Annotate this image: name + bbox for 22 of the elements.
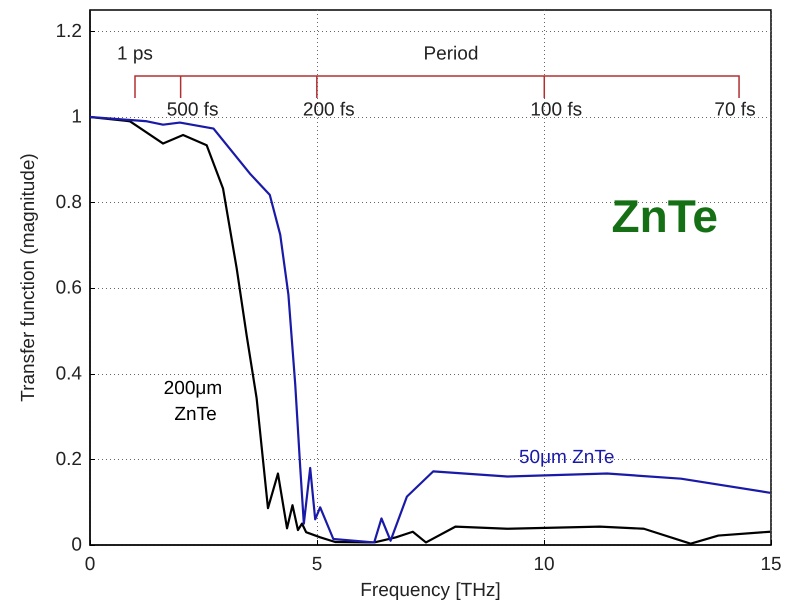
y-tick-label: 0.4 — [56, 363, 82, 384]
y-tick-label: 0.2 — [56, 448, 82, 470]
text: ZnTe — [612, 190, 718, 242]
x-tick-label: 0 — [84, 554, 96, 575]
annotation: 200 fs — [302, 100, 355, 120]
annotation: 70 fs — [714, 100, 756, 120]
annotation: Period — [423, 44, 478, 64]
x-axis-title: Frequency [THz] — [360, 580, 501, 601]
series-label: 50μm ZnTe — [518, 446, 614, 468]
y-tick-label: 1 — [71, 106, 82, 128]
annotation: 1 ps — [116, 44, 153, 64]
x-tick-label: 10 — [533, 554, 555, 575]
annotation: 500 fs — [166, 100, 218, 120]
y-tick-label: 1.2 — [56, 20, 82, 42]
annotation: 100 fs — [530, 100, 582, 120]
series-label: 200μm ZnTe — [164, 378, 228, 426]
y-axis-title: Transfer function (magnitude) — [18, 153, 39, 402]
y-tick-label: 0 — [71, 534, 82, 556]
x-tick-label: 15 — [760, 554, 782, 575]
y-tick-label: 0.6 — [56, 278, 82, 299]
x-tick-label: 5 — [312, 554, 322, 575]
y-tick-label: 0.8 — [56, 192, 82, 214]
